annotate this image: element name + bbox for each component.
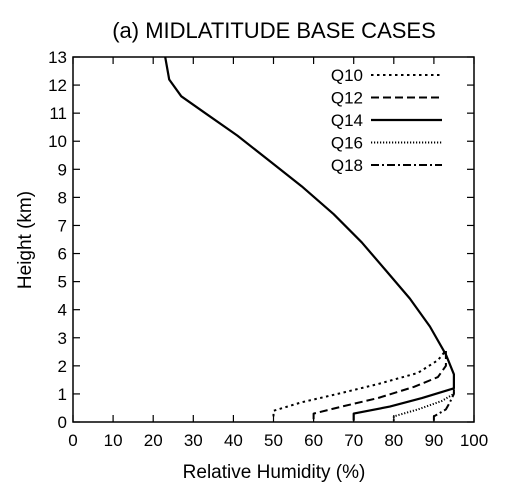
chart-title: (a) MIDLATITUDE BASE CASES — [112, 18, 436, 43]
x-tick-label: 0 — [68, 431, 77, 450]
y-tick-label: 9 — [58, 160, 67, 179]
series-line-q14 — [164, 56, 455, 421]
x-tick-label: 100 — [460, 431, 488, 450]
y-tick-label: 3 — [58, 329, 67, 348]
y-tick-label: 11 — [49, 104, 67, 123]
x-tick-label: 50 — [264, 431, 283, 450]
x-axis-label: Relative Humidity (%) — [183, 462, 366, 483]
y-tick-label: 5 — [58, 273, 67, 292]
legend-label-q18: Q18 — [331, 156, 363, 175]
legend-label-q10: Q10 — [331, 66, 363, 85]
x-tick-label: 80 — [384, 431, 403, 450]
x-tick-label: 10 — [104, 431, 123, 450]
y-tick-label: 1 — [58, 385, 67, 404]
legend: Q10 Q12 Q14 Q16 Q18 — [331, 66, 442, 175]
y-tick-label: 6 — [58, 245, 67, 264]
y-tick-label: 10 — [48, 132, 67, 151]
x-tick-label: 30 — [184, 431, 203, 450]
series-line-q16 — [392, 388, 455, 421]
y-tick-label: 13 — [48, 48, 67, 67]
series-line-q10 — [272, 349, 447, 417]
x-tick-label: 20 — [144, 431, 163, 450]
legend-label-q12: Q12 — [331, 89, 363, 108]
series-line-q12 — [312, 350, 447, 420]
y-tick-label: 8 — [58, 188, 67, 207]
legend-label-q16: Q16 — [331, 134, 363, 153]
series-line-q18 — [432, 388, 455, 421]
y-tick-label: 2 — [58, 357, 67, 376]
x-tick-label: 40 — [224, 431, 243, 450]
x-tick-label: 70 — [344, 431, 363, 450]
series-layer — [164, 56, 455, 421]
y-tick-label: 4 — [58, 301, 67, 320]
y-tick-label: 0 — [58, 413, 67, 432]
legend-label-q14: Q14 — [331, 111, 363, 130]
x-tick-label: 60 — [304, 431, 323, 450]
y-tick-label: 7 — [58, 216, 67, 235]
x-tick-label: 90 — [424, 431, 443, 450]
plot-area-frame — [72, 56, 475, 423]
y-axis-label: Height (km) — [15, 191, 36, 289]
y-tick-label: 12 — [48, 76, 67, 95]
